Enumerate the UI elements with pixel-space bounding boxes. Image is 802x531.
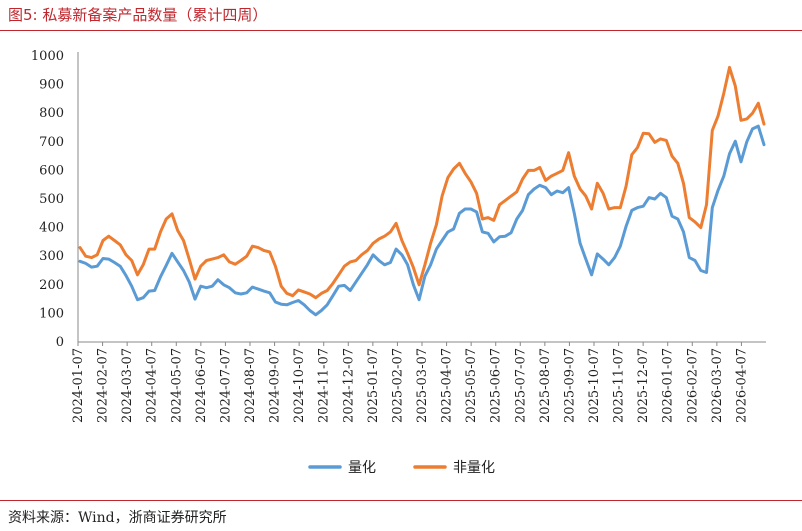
y-tick-label: 600 [39,163,64,178]
y-tick-label: 0 [56,335,64,350]
x-tick-label: 2024-04-07 [145,348,160,423]
x-tick-label: 2025-08-07 [538,348,553,423]
figure-title: 图5: 私募新备案产品数量（累计四周） [8,6,268,24]
x-tick-label: 2024-03-07 [120,348,135,423]
x-tick-label: 2025-03-07 [415,348,430,423]
y-tick-label: 300 [39,249,64,264]
source-note: 资料来源：Wind，浙商证券研究所 [8,510,227,526]
x-tick-label: 2024-05-07 [169,348,184,423]
x-tick-label: 2025-12-07 [636,348,651,423]
x-tick-label: 2025-07-07 [513,348,528,423]
y-axis: 0 100 200 300 400 500 600 700 800 900 1000 [31,49,79,350]
series-line-nonquant [78,65,766,300]
series-layer [78,65,766,317]
x-tick-label: 2026-02-07 [685,348,700,423]
series-line-quant [78,124,766,317]
x-tick-label: 2024-10-07 [292,348,307,423]
x-axis: 2024-01-07 2024-02-07 2024-03-07 2024-04-07… [71,341,766,423]
x-tick-label: 2025-10-07 [587,348,602,423]
x-tick-label: 2025-06-07 [489,348,504,423]
x-tick-label: 2025-11-07 [612,348,627,423]
y-tick-label: 400 [39,221,64,236]
x-tick-label: 2025-02-07 [390,348,405,423]
y-tick-label: 100 [39,306,64,321]
y-tick-label: 900 [39,78,64,93]
x-tick-label: 2025-05-07 [464,348,479,423]
x-tick-label: 2024-09-07 [268,348,283,423]
x-tick-label: 2024-12-07 [341,348,356,423]
title-divider [0,30,802,31]
x-tick-label: 2025-04-07 [440,348,455,423]
line-chart: 0 100 200 300 400 500 600 700 800 900 1000 2024-01… [31,49,766,476]
x-tick-label: 2024-07-07 [218,348,233,423]
x-tick-label: 2024-06-07 [194,348,209,423]
y-tick-label: 200 [39,278,64,293]
x-tick-label: 2025-01-07 [366,348,381,423]
x-tick-label: 2026-04-07 [734,348,749,423]
x-tick-label: 2026-03-07 [710,348,725,423]
x-tick-label: 2024-08-07 [243,348,258,423]
x-tick-label: 2025-09-07 [562,348,577,423]
x-tick-label: 2024-01-07 [71,348,86,423]
legend: 量化 非量化 [308,460,495,476]
legend-label: 非量化 [453,460,495,476]
y-tick-label: 700 [39,135,64,150]
x-tick-label: 2024-11-07 [317,348,332,423]
x-tick-label: 2026-01-07 [661,348,676,423]
y-tick-label: 1000 [31,49,64,64]
y-tick-label: 500 [39,192,64,207]
y-tick-label: 800 [39,106,64,121]
legend-label: 量化 [348,460,376,476]
footer-divider [0,500,802,501]
x-tick-label: 2024-02-07 [96,348,111,423]
